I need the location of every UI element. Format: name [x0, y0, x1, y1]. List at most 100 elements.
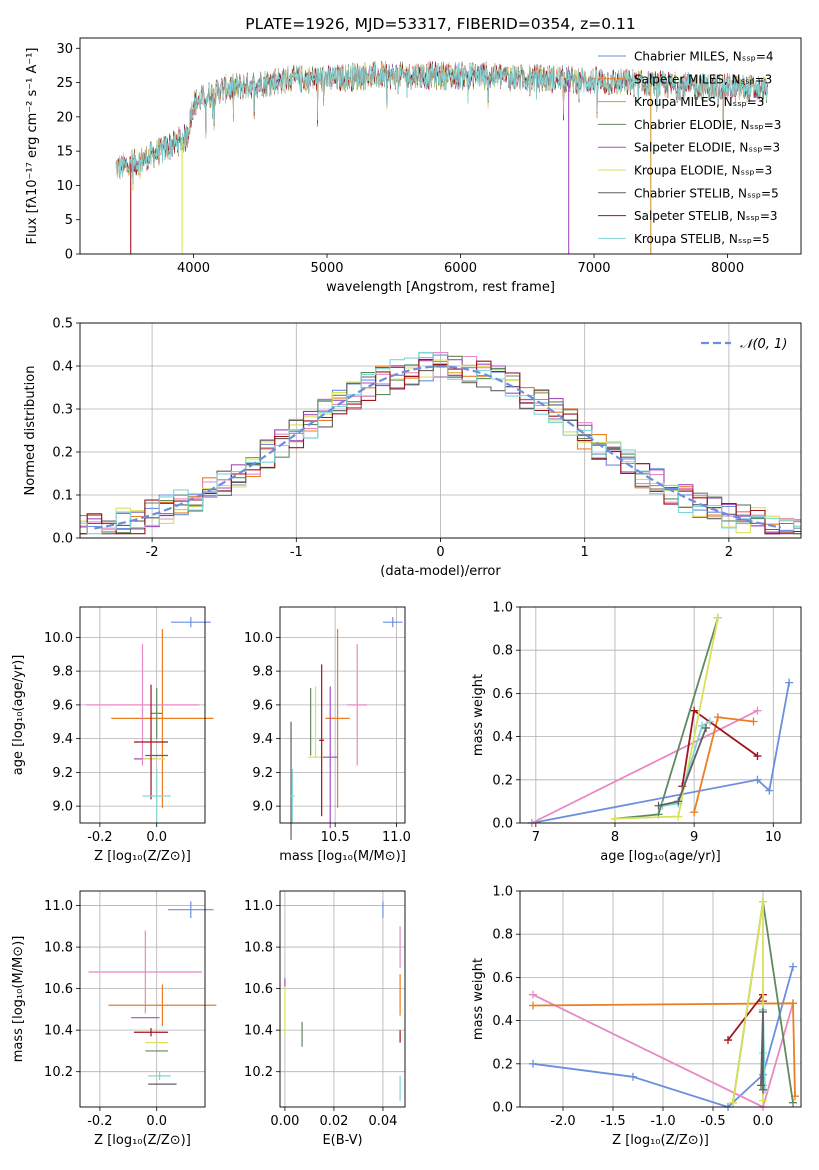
y-tick-label: 0.2 [492, 773, 513, 788]
weight-marker [690, 808, 699, 817]
y-tick-label: 25 [56, 76, 73, 91]
y-tick-label: 20 [56, 110, 73, 125]
spectrum-series [115, 60, 768, 254]
weight-marker [529, 990, 537, 999]
x-tick-label: 7000 [577, 261, 610, 276]
weight-line [531, 709, 758, 824]
y-axis-label: mass weight [471, 958, 486, 1040]
y-tick-label: 9.8 [52, 665, 73, 680]
legend-label: Kroupa STELIB, Nₛₛₚ=5 [634, 232, 770, 246]
weight-marker [789, 962, 797, 971]
y-tick-label: 0.3 [52, 403, 73, 418]
y-tick-label: 0.0 [492, 817, 513, 832]
legend: Chabrier MILES, Nₛₛₚ=4 Salpeter MILES, Nₛ… [598, 50, 781, 246]
legend: 𝒩(0, 1) [701, 337, 787, 352]
x-tick-label: 0.0 [753, 1114, 774, 1129]
weight-marker [749, 717, 758, 726]
weight-marker [705, 717, 714, 726]
weight-marker [753, 706, 762, 715]
weight-marker [610, 814, 619, 823]
y-tick-label: 0.6 [492, 687, 513, 702]
y-axis-label: mass weight [471, 674, 486, 756]
y-tick-label: 0.5 [52, 317, 73, 332]
errorbar-series [284, 901, 401, 1101]
y-tick-label: 5 [65, 213, 73, 228]
legend-label: 𝒩(0, 1) [740, 337, 787, 352]
y-axis-label: age [log₁₀(age/yr)] [11, 655, 26, 776]
weight-marker [789, 1098, 797, 1107]
y-tick-label: 10.6 [244, 982, 273, 997]
x-tick-label: -0.2 [87, 1114, 112, 1129]
weight-marker [729, 1098, 737, 1107]
y-tick-label: 0.0 [52, 532, 73, 547]
weight-line [662, 720, 711, 807]
x-axis-label: Z [log₁₀(Z/Z⊙)] [612, 1133, 709, 1148]
weight-marker [759, 1007, 767, 1016]
spectrum-line [115, 61, 768, 185]
y-tick-label: 9.0 [52, 800, 73, 815]
y-tick-label: 0.4 [492, 730, 513, 745]
legend-label: Kroupa MILES, Nₛₛₚ=3 [634, 95, 764, 109]
axes-frame [79, 37, 802, 255]
weight-line [531, 682, 790, 824]
y-tick-label: 10 [56, 179, 73, 194]
y-tick-label: 0.8 [492, 644, 513, 659]
y-tick-label: 10.8 [44, 941, 73, 956]
y-tick-label: 10.6 [44, 982, 73, 997]
legend-label: Salpeter STELIB, Nₛₛₚ=3 [634, 209, 778, 223]
y-tick-label: 10.0 [44, 631, 73, 646]
x-axis-label: age [log₁₀(age/yr)] [600, 849, 721, 864]
x-tick-label: -1.0 [650, 1114, 675, 1129]
weight-line [732, 901, 764, 1103]
x-tick-label: 0.00 [270, 1114, 299, 1129]
axes-weight_vs_z: -2.0 -1.5 -1.0 -0.5 0.0 0.0 0.2 0.4 0.6 0.8 1.0 Z [… [471, 885, 801, 1148]
weight-marker [529, 1059, 537, 1068]
weight-marker [757, 1081, 765, 1090]
y-tick-label: 0.0 [492, 1101, 513, 1116]
weight-marker [785, 678, 794, 687]
axes-frame [279, 606, 406, 824]
axes-residuals: -2 -1 0 1 2 0.0 0.1 0.2 0.3 0.4 0.5 (data-model)/er… [23, 317, 801, 579]
legend-label: Salpeter MILES, Nₛₛₚ=3 [634, 72, 772, 86]
errorbar-series [85, 617, 214, 823]
weight-marker [724, 1036, 732, 1045]
weight-line [760, 1011, 764, 1090]
normal-curve [94, 365, 781, 530]
axes-frame [519, 606, 802, 824]
x-tick-label: 0.0 [146, 1114, 167, 1129]
y-tick-label: 10.0 [244, 631, 273, 646]
x-tick-label: 0.02 [319, 1114, 348, 1129]
weight-marker [713, 613, 722, 622]
errorbar-series [289, 617, 403, 840]
y-tick-label: 10.4 [44, 1024, 73, 1039]
x-axis-label: wavelength [Angstrom, rest frame] [326, 280, 555, 295]
x-tick-label: 0.0 [146, 830, 167, 845]
y-tick-label: 10.8 [244, 941, 273, 956]
axes-weight_vs_age: 7 8 9 10 0.0 0.2 0.4 0.6 0.8 1.0 age [log₁₀(age/yr… [471, 601, 801, 864]
x-tick-label: 2 [725, 545, 733, 560]
weight-marker [759, 1096, 767, 1105]
x-tick-label: -1 [290, 545, 303, 560]
weight-marker [629, 1072, 637, 1081]
errorbar-series [88, 901, 217, 1085]
x-tick-label: -2 [146, 545, 159, 560]
weight-marker [690, 706, 699, 715]
x-tick-label: 1 [581, 545, 589, 560]
y-axis-label: mass [log₁₀(M/M⊙)] [11, 936, 26, 1063]
legend-label: Chabrier STELIB, Nₛₛₚ=5 [634, 186, 779, 200]
axes-frame [279, 890, 406, 1108]
weight-marker [765, 786, 774, 795]
weight-marker [702, 723, 711, 732]
x-axis-label: mass [log₁₀(M/M⊙)] [279, 849, 406, 864]
legend-label: Salpeter ELODIE, Nₛₛₚ=3 [634, 141, 780, 155]
chart-title: PLATE=1926, MJD=53317, FIBERID=0354, z=0… [245, 15, 635, 33]
y-tick-label: 9.2 [252, 766, 273, 781]
weight-line [614, 617, 719, 820]
weight-marker [759, 1085, 767, 1094]
histogram-step [80, 359, 801, 535]
axes-frame [79, 322, 802, 539]
x-tick-label: 8000 [711, 261, 744, 276]
y-tick-label: 10.4 [244, 1024, 273, 1039]
weight-series [529, 897, 799, 1111]
